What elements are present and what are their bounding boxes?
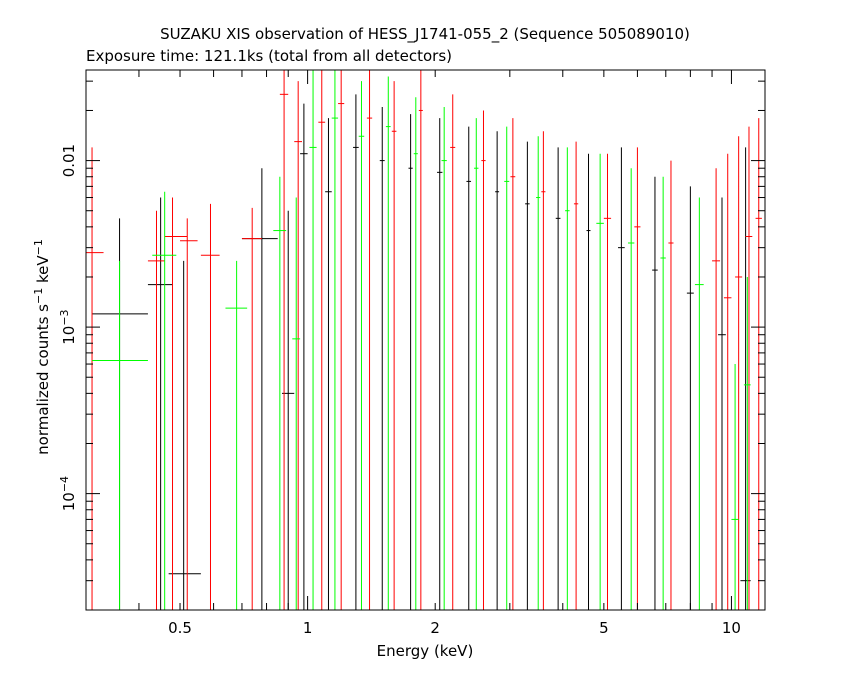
y-tick-label: 10−4 <box>58 476 78 511</box>
data-point <box>318 70 326 610</box>
data-point <box>686 186 694 610</box>
data-point <box>745 126 753 610</box>
y-axis-label-exp2: −1 <box>32 239 45 255</box>
data-point <box>225 260 248 610</box>
data-point <box>338 70 345 610</box>
data-point <box>743 276 751 610</box>
data-point <box>474 118 479 610</box>
x-tick-label: 0.5 <box>168 619 192 637</box>
data-point <box>164 197 188 610</box>
data-point <box>565 147 570 610</box>
series-2 <box>92 70 751 610</box>
data-point <box>718 197 726 610</box>
data-point <box>408 114 413 610</box>
data-point <box>152 191 177 610</box>
data-point <box>694 197 704 610</box>
y-axis-label: normalized counts s−1 keV−1 <box>32 239 52 455</box>
data-point <box>603 153 612 610</box>
data-point <box>86 147 104 610</box>
data-point <box>555 147 561 610</box>
y-tick-base: 0.01 <box>60 144 78 177</box>
data-point <box>241 207 262 610</box>
data-point <box>660 176 666 610</box>
y-axis-label-exp1: −1 <box>32 288 45 304</box>
data-point <box>180 218 198 610</box>
data-point <box>723 153 732 610</box>
data-point <box>627 168 635 610</box>
data-point <box>437 118 443 610</box>
data-point <box>413 97 418 610</box>
data-point <box>573 141 579 610</box>
y-axis-label-mid: keV <box>34 255 52 288</box>
series-0 <box>92 94 751 610</box>
data-point <box>385 76 391 610</box>
data-point <box>309 70 317 610</box>
x-axis-label: Energy (keV) <box>377 642 474 660</box>
data-point <box>300 103 308 610</box>
data-point <box>596 153 604 610</box>
data-point <box>525 141 530 610</box>
y-tick-label: 10−3 <box>58 309 78 344</box>
data-point <box>541 131 546 610</box>
data-point <box>618 147 625 610</box>
data-point <box>466 126 472 610</box>
data-point <box>391 81 397 610</box>
data-point <box>325 118 332 610</box>
data-point <box>418 70 423 610</box>
data-point <box>586 153 591 610</box>
data-point <box>735 136 743 610</box>
data-point <box>331 70 339 610</box>
data-point <box>241 168 278 610</box>
x-tick-label: 5 <box>599 619 609 637</box>
data-point <box>634 147 641 610</box>
data-point <box>379 106 385 610</box>
data-point <box>481 110 486 610</box>
data-point <box>273 176 287 610</box>
data-point <box>294 81 303 610</box>
plot-frame <box>85 69 766 611</box>
data-point <box>652 176 658 610</box>
data-point <box>731 364 739 610</box>
data-point <box>200 203 220 610</box>
data-point <box>147 197 173 610</box>
data-point <box>358 81 365 610</box>
data-point <box>366 70 373 610</box>
y-tick-exp: −3 <box>58 309 71 325</box>
data-layer <box>86 70 762 610</box>
x-tick-label: 1 <box>303 619 313 637</box>
data-point <box>668 160 674 610</box>
x-tick-label: 2 <box>430 619 440 637</box>
chart-title: SUZAKU XIS observation of HESS_J1741-055… <box>160 25 690 44</box>
data-point <box>353 94 359 610</box>
data-point <box>92 260 148 610</box>
data-point <box>292 197 301 610</box>
y-tick-base: 10 <box>60 492 78 511</box>
data-point <box>450 94 456 610</box>
y-axis-label-base: normalized counts s <box>34 304 52 455</box>
data-point <box>510 118 516 610</box>
data-point <box>279 70 289 610</box>
x-tick-label: 10 <box>722 619 741 637</box>
data-point <box>147 210 165 610</box>
data-point <box>536 136 541 610</box>
data-point <box>495 131 500 610</box>
y-tick-label: 0.01 <box>60 144 78 177</box>
data-point <box>504 126 510 610</box>
y-tick-base: 10 <box>60 326 78 345</box>
y-tick-exp: −4 <box>58 476 71 492</box>
data-point <box>168 260 201 610</box>
chart-subtitle: Exposure time: 121.1ks (total from all d… <box>86 47 452 65</box>
data-point <box>712 168 721 610</box>
series-1 <box>86 70 762 610</box>
data-point <box>441 106 447 610</box>
